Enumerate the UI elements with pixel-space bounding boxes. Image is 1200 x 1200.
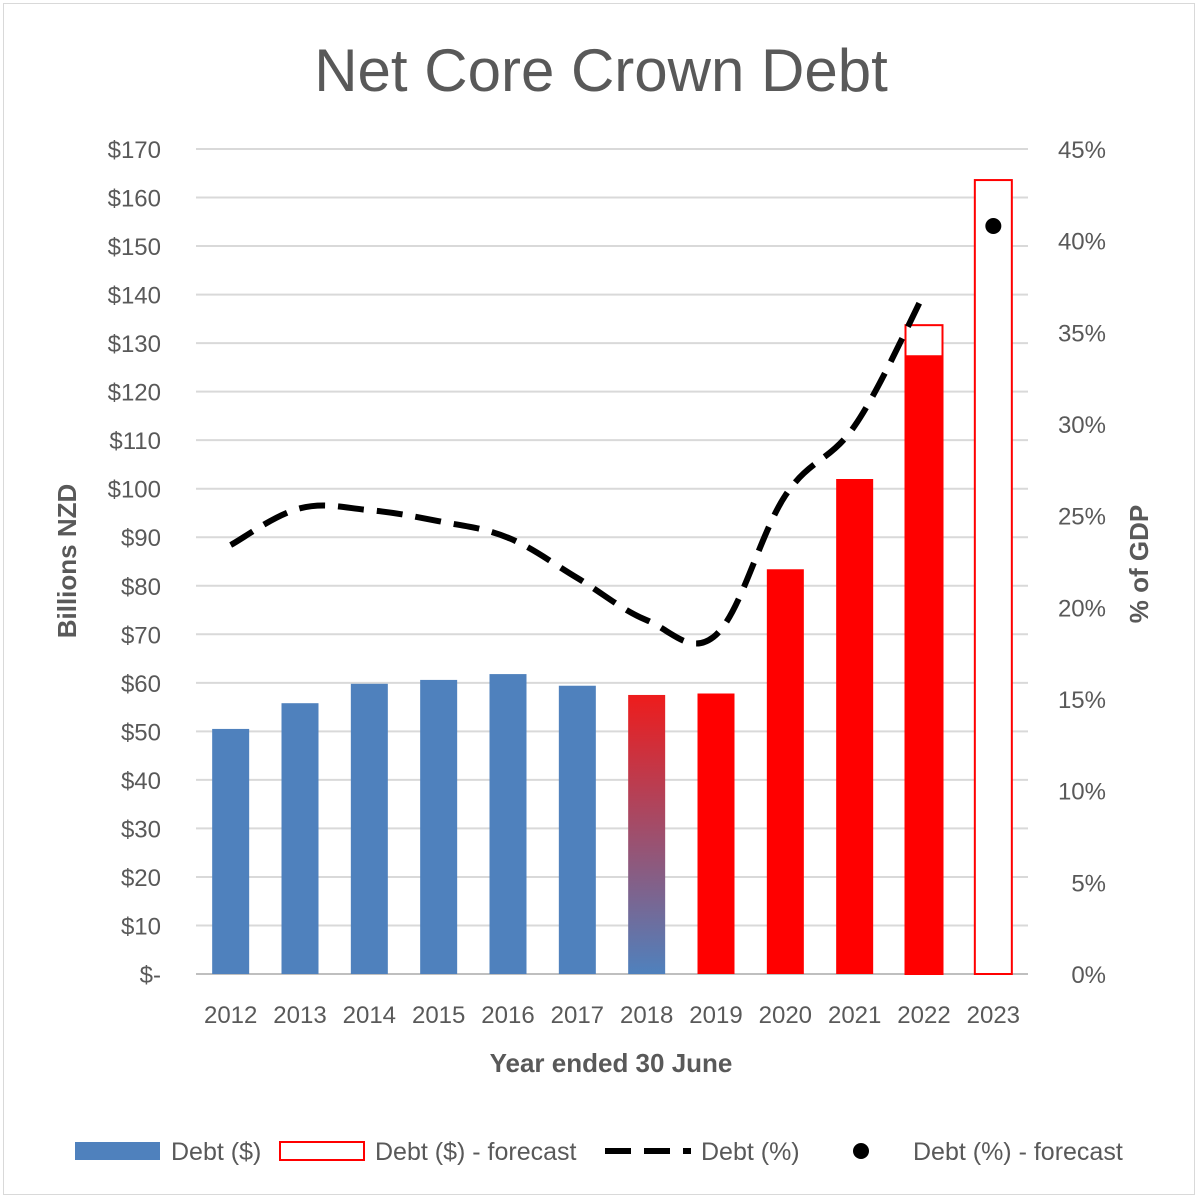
x-tick-label: 2019: [689, 1002, 742, 1029]
y2-axis-ticks: 0% 5% 10% 15% 20% 25% 30% 35% 40% 45%: [1058, 137, 1106, 989]
y-tick-label: $20: [121, 865, 161, 892]
y-tick-label: $150: [108, 234, 161, 261]
y-tick-label: $-: [140, 962, 161, 989]
y-tick-label: $170: [108, 137, 161, 164]
y-tick-label: $70: [121, 622, 161, 649]
y-axis-title: Billions NZD: [52, 484, 82, 639]
y-tick-label: $80: [121, 574, 161, 601]
x-tick-label: 2017: [551, 1002, 604, 1029]
y2-tick-label: 25%: [1058, 504, 1106, 531]
y2-tick-label: 0%: [1071, 962, 1106, 989]
x-axis-title: Year ended 30 June: [490, 1048, 733, 1078]
debt-bar: [766, 569, 804, 974]
forecast-percent-marker: [985, 218, 1002, 234]
y-tick-label: $160: [108, 186, 161, 213]
y2-tick-label: 45%: [1058, 137, 1106, 164]
y-tick-label: $50: [121, 719, 161, 746]
legend-label-debt-percent: Debt (%): [701, 1138, 800, 1166]
debt-bar: [628, 694, 666, 974]
y-tick-label: $130: [108, 331, 161, 358]
legend-swatch-debt-forecast: [279, 1141, 365, 1161]
debt-bar: [558, 685, 596, 974]
x-tick-label: 2016: [481, 1002, 534, 1029]
chart-svg: Net Core Crown Debt $- $10 $20 $30 $40 $50 $60…: [52, 37, 1154, 1166]
y-axis-ticks: $- $10 $20 $30 $40 $50 $60 $70 $80 $90 $100 $110 $12…: [108, 137, 161, 989]
percent-line: [229, 218, 1002, 647]
legend-swatch-percent-forecast: [853, 1143, 869, 1159]
y2-tick-label: 10%: [1058, 779, 1106, 806]
x-tick-label: 2015: [412, 1002, 465, 1029]
y-tick-label: $140: [108, 283, 161, 310]
x-tick-label: 2023: [967, 1002, 1020, 1029]
chart-frame: Net Core Crown Debt $- $10 $20 $30 $40 $50 $60…: [3, 3, 1195, 1195]
legend-swatch-debt: [75, 1142, 160, 1160]
x-tick-label: 2022: [897, 1002, 950, 1029]
x-tick-label: 2018: [620, 1002, 673, 1029]
chart-title: Net Core Crown Debt: [314, 37, 888, 104]
y-tick-label: $120: [108, 380, 161, 407]
debt-bar: [697, 693, 735, 974]
debt-bar: [836, 479, 874, 974]
x-tick-label: 2020: [759, 1002, 812, 1029]
y2-axis-title: % of GDP: [1124, 505, 1154, 623]
y2-tick-label: 40%: [1058, 229, 1106, 256]
x-tick-label: 2021: [828, 1002, 881, 1029]
x-tick-label: 2012: [204, 1002, 257, 1029]
y2-tick-label: 35%: [1058, 320, 1106, 347]
y2-tick-label: 30%: [1058, 412, 1106, 439]
debt-bar: [905, 355, 943, 974]
debt-bar: [281, 703, 319, 974]
y2-tick-label: 15%: [1058, 687, 1106, 714]
y-tick-label: $100: [108, 477, 161, 504]
x-tick-label: 2013: [273, 1002, 326, 1029]
x-tick-label: 2014: [343, 1002, 396, 1029]
forecast-bar: [973, 179, 1013, 975]
y-tick-label: $60: [121, 671, 161, 698]
debt-bar: [420, 679, 458, 974]
bars: [212, 179, 1013, 976]
y2-tick-label: 20%: [1058, 595, 1106, 622]
debt-bar: [350, 683, 388, 974]
legend: Debt ($) Debt ($) - forecast Debt (%) Debt …: [75, 1138, 1123, 1166]
y-tick-label: $90: [121, 525, 161, 552]
y-tick-label: $10: [121, 913, 161, 940]
legend-label-debt-forecast: Debt ($) - forecast: [375, 1138, 577, 1166]
y-tick-label: $40: [121, 768, 161, 795]
debt-bar: [489, 674, 527, 974]
y2-tick-label: 5%: [1071, 870, 1106, 897]
gridlines: [196, 148, 1028, 975]
debt-percent-line: [229, 292, 927, 647]
debt-bar: [212, 728, 250, 974]
x-axis-ticks: 2012 2013 2014 2015 2016 2017 2018 2019 2020 2021…: [204, 1002, 1020, 1029]
y-tick-label: $30: [121, 816, 161, 843]
legend-label-percent-forecast: Debt (%) - forecast: [913, 1138, 1123, 1166]
legend-label-debt: Debt ($): [171, 1138, 261, 1166]
y-tick-label: $110: [109, 428, 161, 455]
